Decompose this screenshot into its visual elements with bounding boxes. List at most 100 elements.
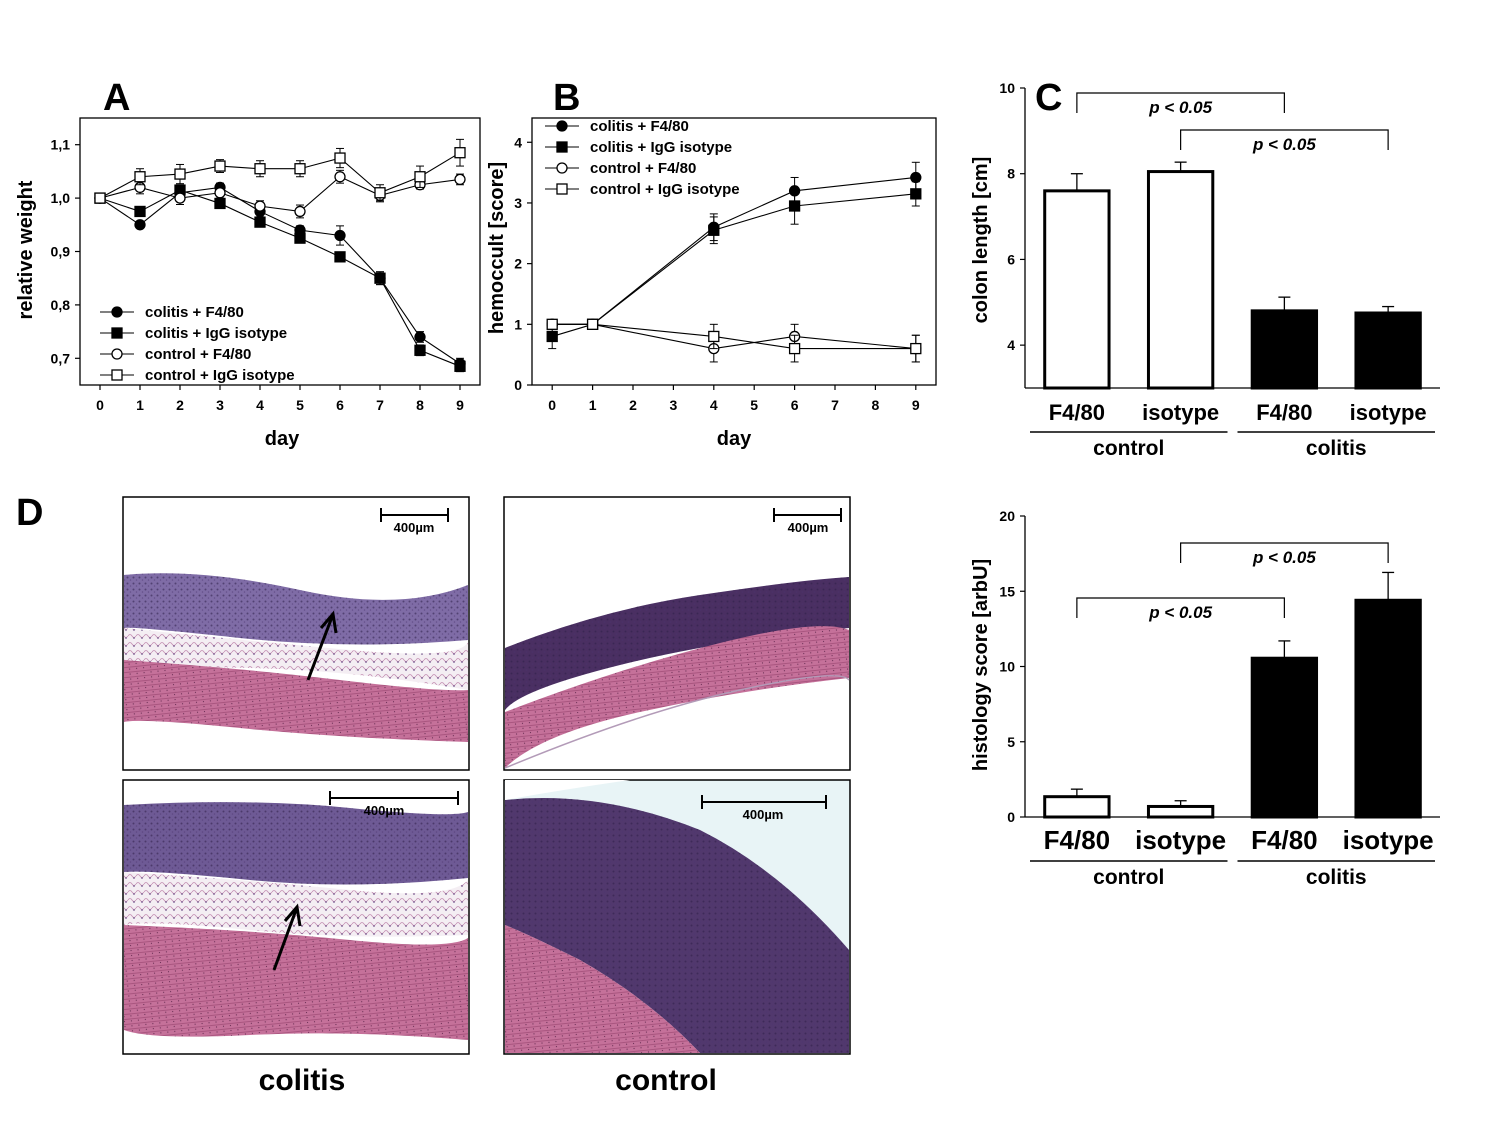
hist-significance-label: p < 0.05 (1252, 548, 1316, 567)
series-line (552, 323, 916, 350)
weight-x-tick-label: 9 (456, 397, 464, 413)
colon-group-label: control (1093, 437, 1164, 460)
series-line (552, 193, 916, 337)
colon-y-tick-label: 10 (999, 80, 1015, 96)
legend-label: control + IgG isotype (145, 367, 295, 384)
data-point (546, 330, 558, 343)
panel-c-letter: C (1035, 77, 1062, 119)
chart-a-xlabel: day (265, 428, 300, 450)
colon-significance-label: p < 0.05 (1252, 135, 1316, 154)
data-point (334, 152, 346, 164)
hist-category-label: isotype (1135, 825, 1226, 855)
colon-significance-bracket (1180, 129, 1389, 150)
scale-bar-label: 400µm (364, 803, 405, 818)
hist-bar (1250, 656, 1319, 819)
panel-a-letter: A (103, 77, 130, 119)
data-point (334, 171, 346, 183)
chart-colon-length: colon length [cm] 4 6 8 10 F4/80 isotype F4/80… (970, 80, 1440, 460)
legend-label: control + IgG isotype (590, 181, 740, 198)
data-point (374, 187, 386, 199)
data-point (454, 173, 466, 186)
weight-series-3 (94, 169, 466, 219)
weight-y-tick-label: 0,7 (51, 350, 71, 366)
hemo-x-tick-label: 2 (629, 397, 637, 413)
colon-category-label: F4/80 (1256, 400, 1312, 425)
hist-significance-label: p < 0.05 (1148, 603, 1212, 622)
data-point (111, 369, 123, 381)
panel-d: D 400µm 400µm (16, 492, 851, 1097)
weight-x-tick-label: 1 (136, 397, 144, 413)
hist-bar (1146, 804, 1215, 819)
data-point (586, 318, 599, 330)
chart-b: hemoccult [score] day 0 1 2 3 4 5 6 7 8 9 0 1 2 3 4 col… (486, 117, 937, 450)
arrow-icon (272, 903, 302, 971)
hemo-series-2 (546, 181, 922, 350)
data-point (454, 360, 466, 372)
series-line (99, 186, 461, 365)
hist-significance-bracket (1076, 597, 1285, 618)
data-point (414, 331, 426, 343)
data-point (214, 160, 226, 172)
data-point (294, 232, 306, 244)
chart-histology-score-ylabel: histology score [arbU] (970, 559, 992, 771)
series-line (99, 152, 461, 199)
data-point (546, 318, 558, 330)
colon-category-label: isotype (1142, 400, 1219, 425)
weight-y-tick-label: 1,0 (51, 190, 71, 206)
hemo-x-tick-label: 8 (872, 397, 880, 413)
histology-image-colitis-2: 400µm (122, 779, 470, 1055)
hist-y-tick-label: 5 (1007, 734, 1015, 750)
hist-category-label: F4/80 (1251, 825, 1318, 855)
colon-group-label: colitis (1306, 437, 1367, 460)
data-point (174, 192, 186, 204)
data-point (214, 197, 226, 210)
data-point (254, 216, 266, 228)
data-point (708, 224, 720, 236)
hemo-x-tick-label: 3 (670, 397, 678, 413)
legend-label: colitis + IgG isotype (590, 139, 732, 156)
weight-x-tick-label: 8 (416, 397, 424, 413)
colon-bar (1043, 189, 1111, 390)
legend-label: colitis + F4/80 (590, 118, 689, 135)
chart-b-ylabel: hemoccult [score] (486, 162, 508, 334)
colon-significance-bracket (1076, 92, 1285, 113)
weight-y-tick-label: 1,1 (51, 137, 71, 153)
data-point (788, 200, 801, 212)
hemo-x-tick-label: 9 (912, 397, 920, 413)
data-point (214, 187, 226, 199)
hemo-series-4 (546, 318, 922, 363)
chart-colon-length-ylabel: colon length [cm] (970, 157, 992, 324)
data-point (910, 188, 922, 200)
hist-y-tick-label: 15 (999, 583, 1015, 599)
series-line (99, 189, 461, 367)
data-point (556, 162, 568, 174)
weight-y-tick-label: 0,9 (51, 244, 71, 260)
colon-category-label: F4/80 (1049, 400, 1105, 425)
weight-x-tick-label: 5 (296, 397, 304, 413)
data-point (414, 171, 426, 183)
hemo-legend: colitis + F4/80 colitis + IgG isotype cont… (545, 118, 740, 198)
histology-image-control-1: 400µm (503, 496, 851, 771)
colon-bar (1250, 309, 1319, 390)
weight-x-tick-label: 4 (256, 397, 264, 413)
chart-a-ylabel: relative weight (15, 180, 37, 319)
hist-bar (1354, 598, 1422, 819)
histology-image-control-2: 400µm (503, 779, 851, 1055)
hist-y-tick-label: 10 (999, 659, 1015, 675)
legend-label: control + F4/80 (145, 346, 251, 363)
data-point (94, 192, 106, 204)
data-point (111, 306, 123, 318)
data-point (556, 183, 568, 195)
data-point (374, 272, 386, 284)
hemo-y-tick-label: 4 (514, 134, 522, 150)
colon-y-tick-label: 4 (1007, 337, 1015, 353)
hist-y-tick-label: 20 (999, 508, 1015, 524)
data-point (788, 342, 801, 355)
data-point (134, 219, 146, 231)
scale-bar-label: 400µm (394, 520, 435, 535)
hemo-y-tick-label: 3 (514, 195, 522, 211)
column-label-colitis: colitis (259, 1064, 346, 1097)
colon-significance-label: p < 0.05 (1148, 98, 1212, 117)
hemo-y-tick-label: 2 (514, 256, 522, 272)
colon-bar (1146, 170, 1215, 390)
